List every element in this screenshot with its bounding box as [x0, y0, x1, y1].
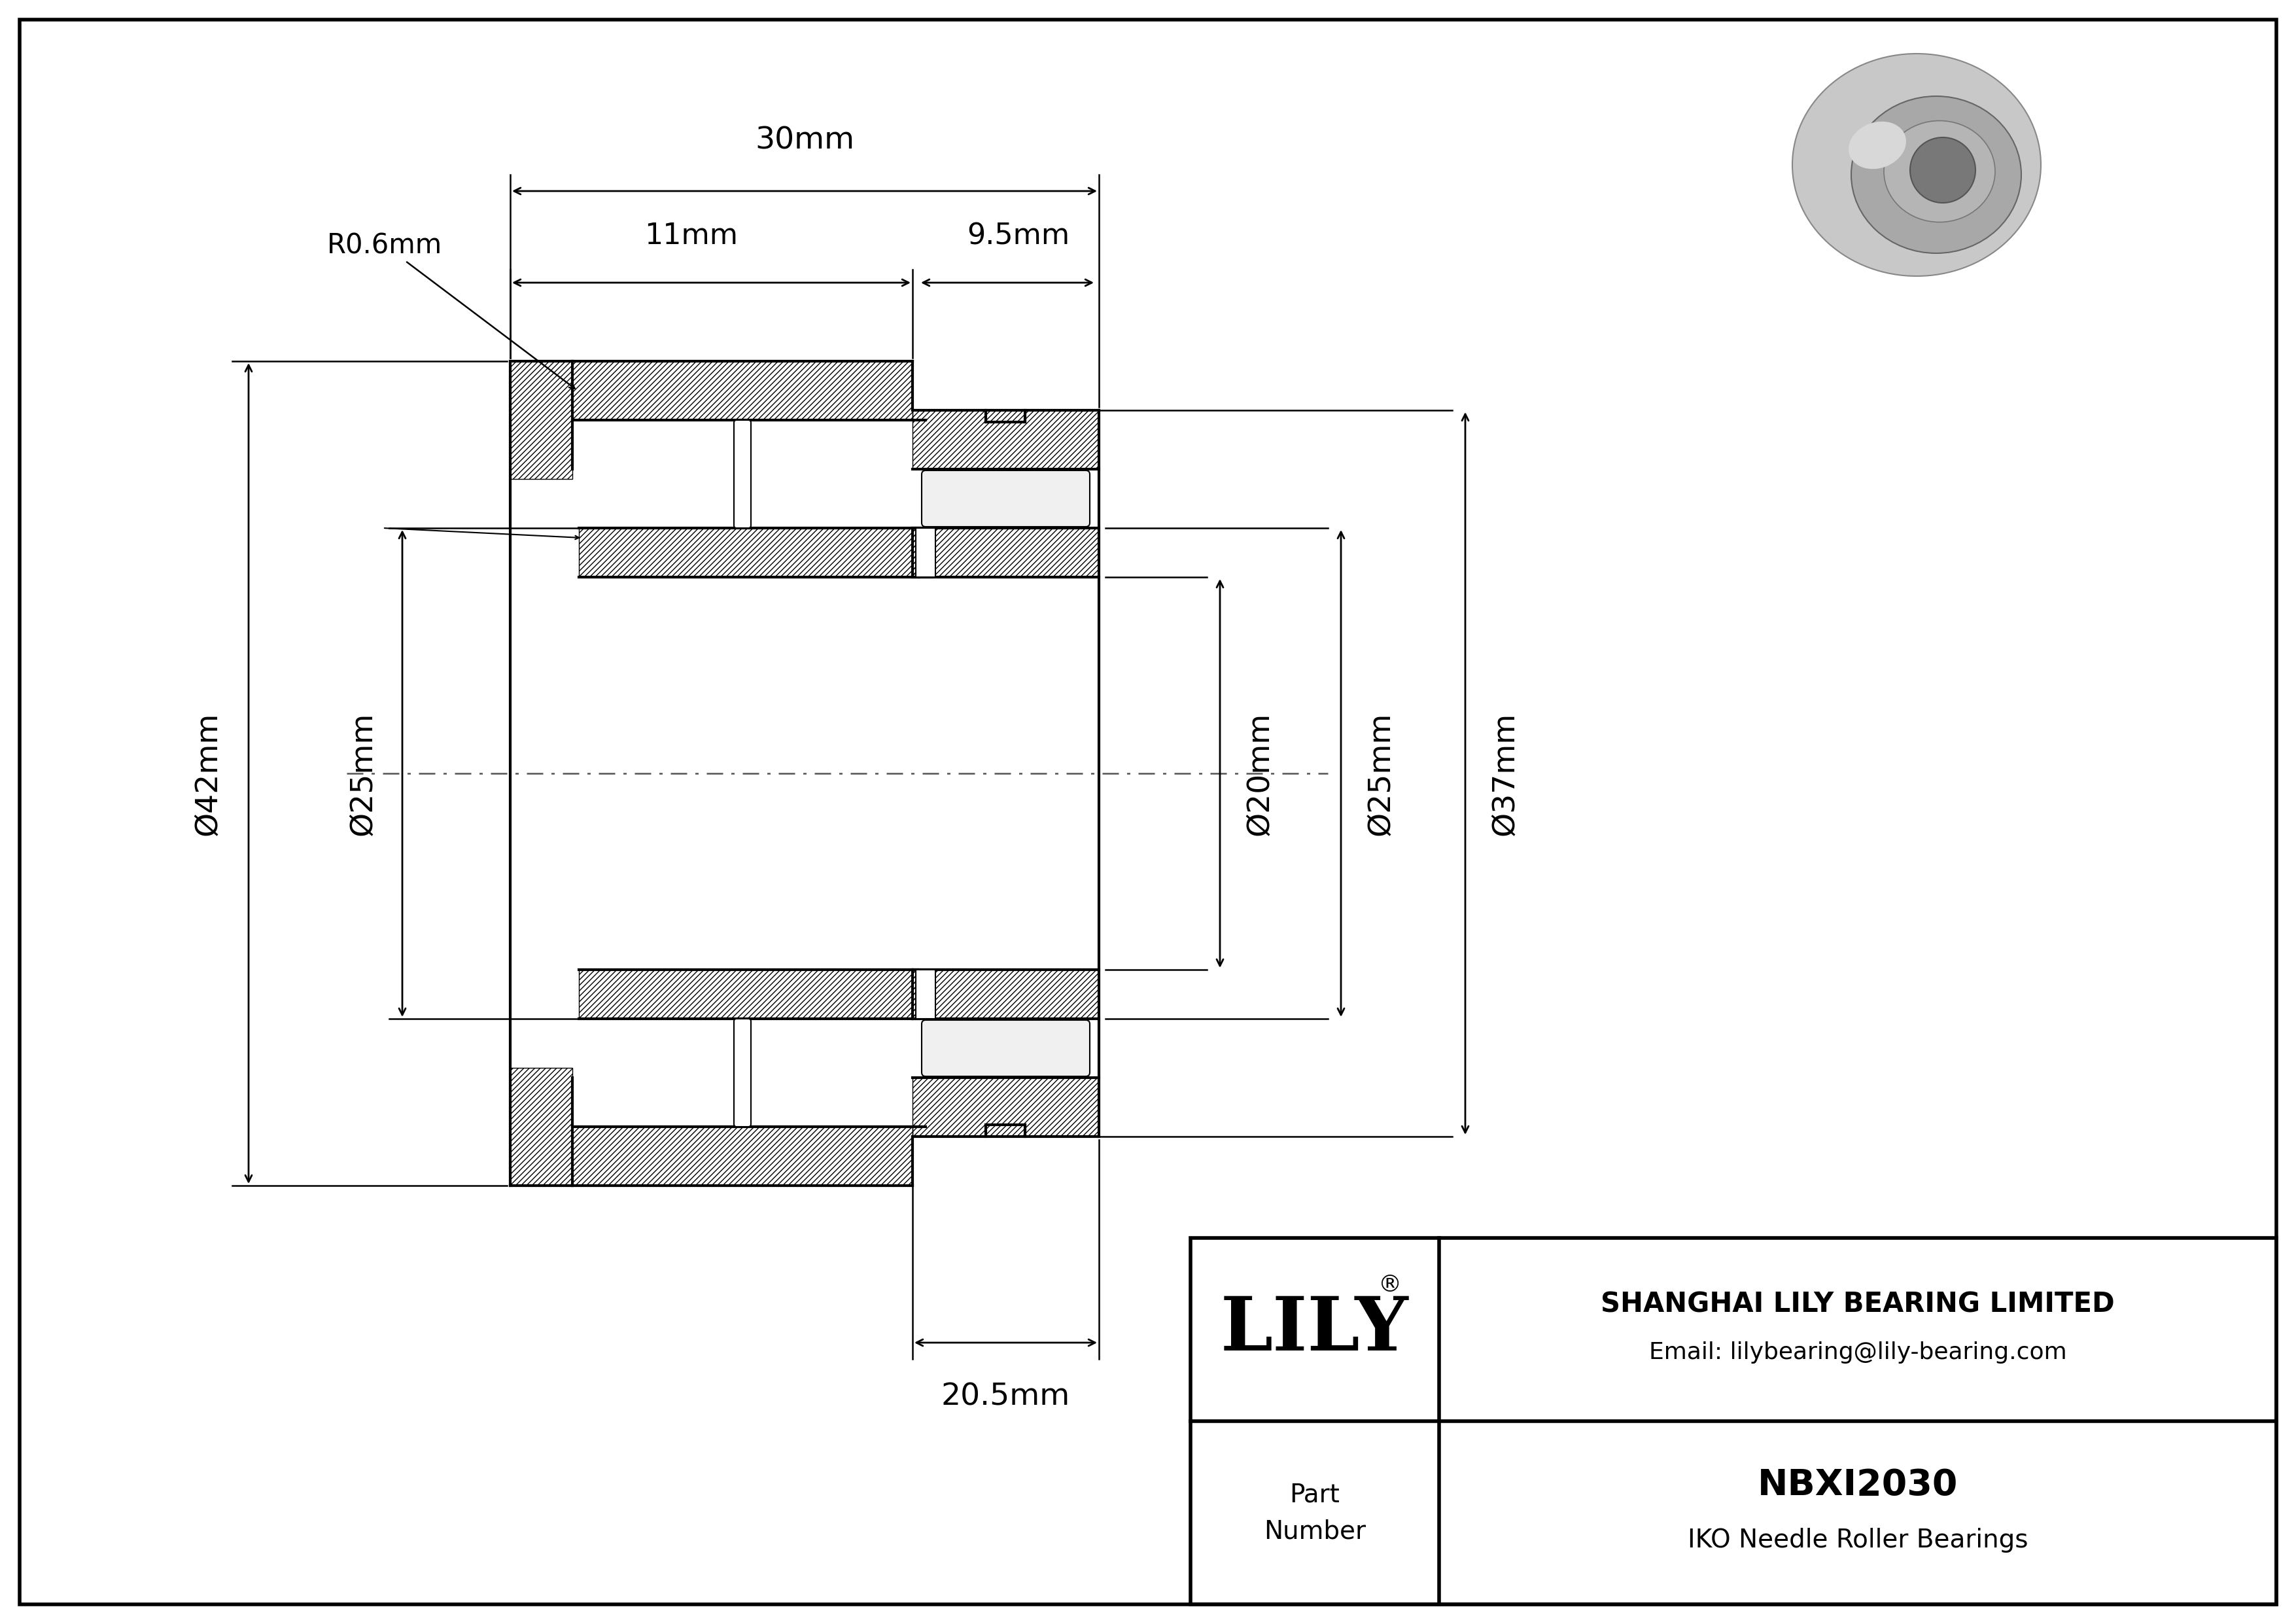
- Bar: [572, 361, 912, 421]
- Ellipse shape: [1793, 54, 2041, 276]
- Bar: [912, 528, 1100, 577]
- Text: 11mm: 11mm: [645, 222, 739, 250]
- Bar: [579, 528, 918, 577]
- Bar: [572, 1127, 912, 1186]
- Text: 9.5mm: 9.5mm: [967, 222, 1070, 250]
- Text: SHANGHAI LILY BEARING LIMITED: SHANGHAI LILY BEARING LIMITED: [1600, 1291, 2115, 1319]
- Ellipse shape: [1851, 96, 2020, 253]
- Text: 20.5mm: 20.5mm: [941, 1382, 1070, 1411]
- Ellipse shape: [1885, 120, 1995, 222]
- Bar: [1192, 1237, 2275, 1605]
- Ellipse shape: [1848, 122, 1906, 169]
- Text: Ø42mm: Ø42mm: [193, 711, 223, 835]
- Text: Ø25mm: Ø25mm: [349, 711, 377, 835]
- Bar: [912, 970, 1100, 1018]
- Circle shape: [1910, 138, 1975, 203]
- Text: Ø20mm: Ø20mm: [1244, 711, 1274, 835]
- Text: ®: ®: [1378, 1273, 1403, 1296]
- Bar: [916, 528, 934, 577]
- Text: LILY: LILY: [1221, 1293, 1410, 1366]
- Text: Email: lilybearing@lily-bearing.com: Email: lilybearing@lily-bearing.com: [1649, 1341, 2066, 1364]
- FancyBboxPatch shape: [735, 421, 751, 528]
- Text: Ø25mm: Ø25mm: [1366, 711, 1396, 835]
- Text: IKO Needle Roller Bearings: IKO Needle Roller Bearings: [1688, 1528, 2027, 1553]
- Text: R0.6mm: R0.6mm: [326, 232, 574, 388]
- Text: Ø37mm: Ø37mm: [1490, 711, 1520, 835]
- FancyBboxPatch shape: [735, 1018, 751, 1127]
- FancyBboxPatch shape: [921, 1020, 1091, 1077]
- Text: Part
Number: Part Number: [1263, 1483, 1366, 1543]
- Bar: [510, 1069, 572, 1186]
- Text: NBXI2030: NBXI2030: [1756, 1468, 1958, 1502]
- FancyBboxPatch shape: [921, 471, 1091, 526]
- Bar: [912, 411, 1100, 469]
- Bar: [912, 1078, 1100, 1137]
- Text: 30mm: 30mm: [755, 125, 854, 154]
- Bar: [579, 970, 918, 1018]
- Bar: [510, 361, 572, 479]
- Bar: [916, 970, 934, 1018]
